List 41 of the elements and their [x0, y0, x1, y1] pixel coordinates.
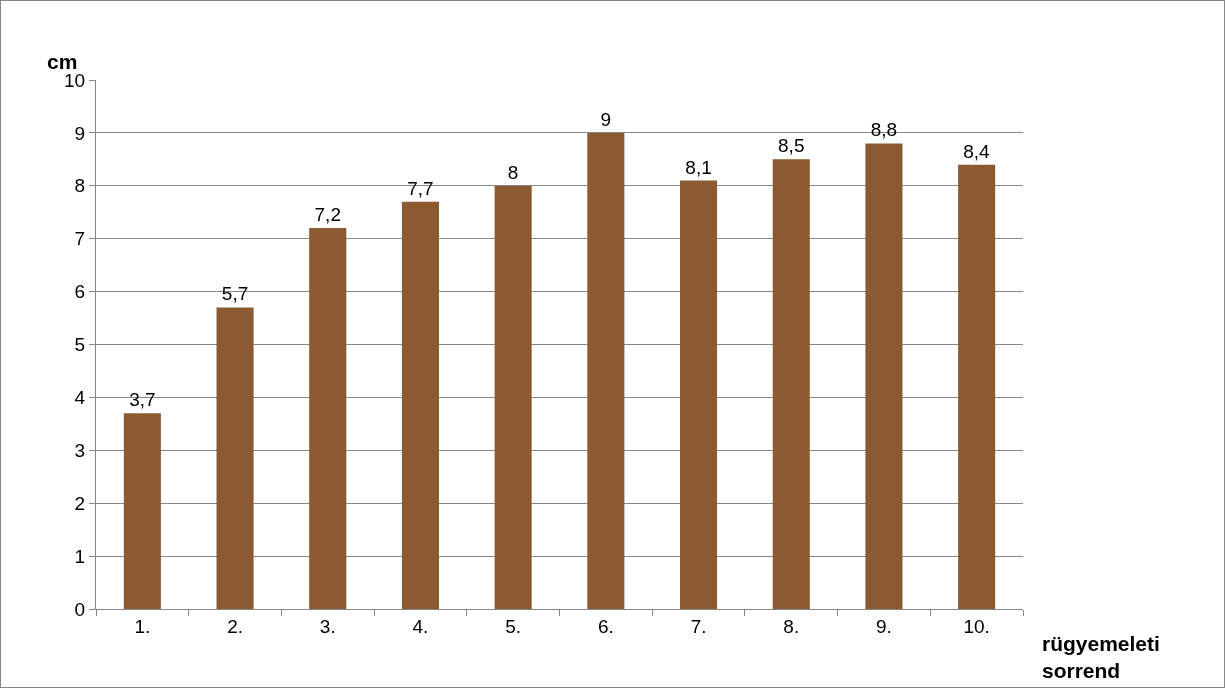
x-tick-label: 2.: [227, 615, 243, 637]
y-tick-label: 3: [74, 439, 86, 461]
bar: [587, 132, 625, 609]
y-tick-label: 8: [74, 175, 86, 197]
bar: [401, 201, 439, 609]
data-label: 8,1: [685, 156, 712, 178]
data-label: 8,4: [963, 140, 991, 162]
bar: [309, 228, 347, 609]
y-tick-label: 1: [74, 545, 86, 567]
data-label: 5,7: [221, 283, 249, 305]
data-label: 7,7: [407, 177, 434, 199]
x-tick-label: 3.: [319, 615, 336, 637]
y-tick-label: 6: [74, 281, 86, 303]
y-tick-label: 4: [74, 387, 86, 409]
x-tick-label: 8.: [783, 615, 800, 637]
bar: [772, 159, 810, 609]
bar: [123, 413, 161, 609]
x-tick-label: 6.: [597, 615, 614, 637]
x-tick-label: 9.: [876, 615, 892, 637]
data-label: 7,2: [314, 204, 341, 226]
bar: [494, 185, 532, 609]
data-label: 9: [600, 108, 612, 130]
x-tick-label: 4.: [412, 615, 429, 637]
y-tick-label: 2: [74, 492, 86, 514]
x-tick-label: 5.: [505, 615, 522, 637]
x-axis-title: rügyemeleti sorrend: [1042, 632, 1160, 683]
bar: [865, 143, 903, 609]
data-label: 3,7: [129, 389, 156, 411]
data-label: 8: [507, 161, 519, 183]
bar: [680, 180, 718, 609]
y-tick-label: 7: [74, 228, 86, 250]
data-label: 8,5: [778, 135, 805, 157]
bar: [216, 307, 254, 609]
x-tick-label: 1.: [134, 615, 151, 637]
y-tick-label: 9: [74, 122, 86, 144]
x-tick-label: 7.: [690, 615, 707, 637]
y-tick-label: 5: [74, 334, 86, 356]
y-tick-label: 0: [74, 598, 86, 620]
bar: [958, 164, 996, 609]
data-label: 8,8: [870, 119, 898, 141]
x-tick-label: 10.: [963, 615, 990, 637]
